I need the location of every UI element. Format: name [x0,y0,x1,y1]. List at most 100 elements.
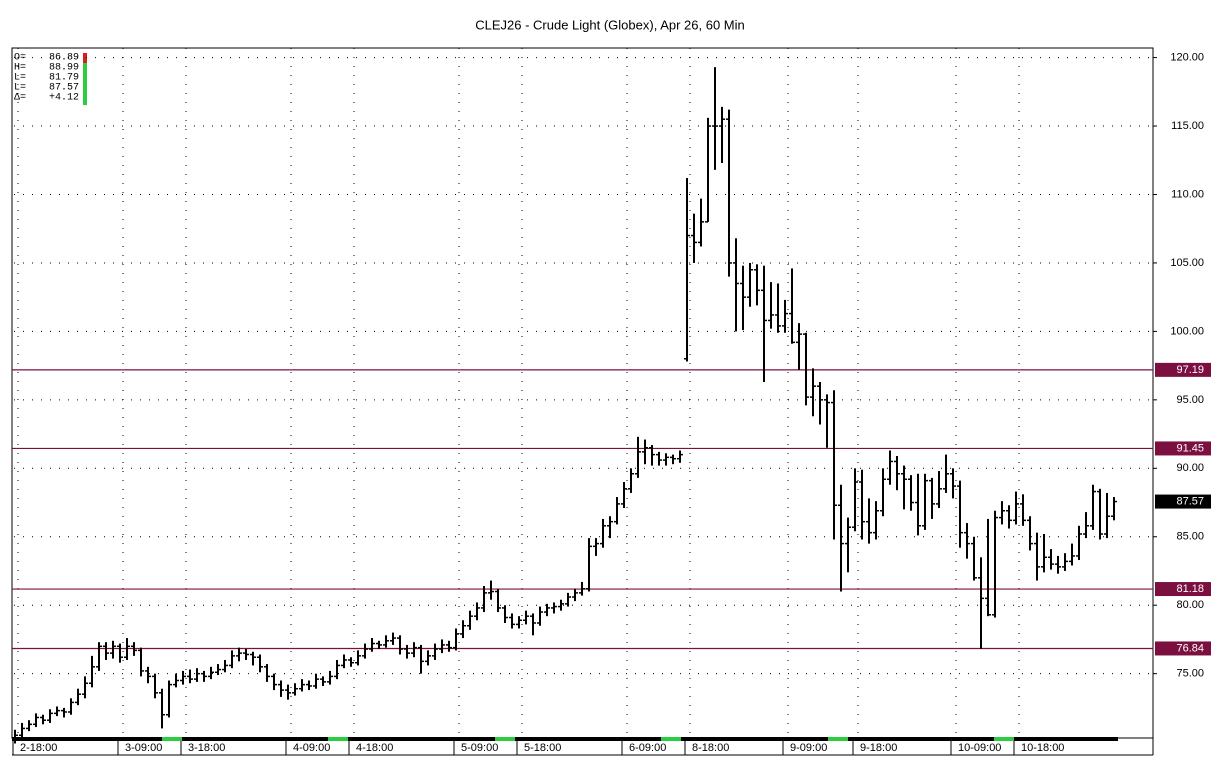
x-tick-label: 4-18:00 [356,742,393,754]
ohlc-bar [782,299,788,333]
ohlc-bar [901,465,907,510]
ohlc-bar [509,613,515,629]
ohlc-bar [551,602,557,614]
ohlc-bar [1013,491,1019,525]
ohlc-bar [117,643,123,663]
session-markers [162,737,1014,741]
session-marker [661,737,681,741]
level-label: 91.45 [1176,442,1204,454]
ohlc-bar [481,586,487,613]
ohlc-bar [453,628,459,651]
ohlc-bar [397,635,403,655]
ohlc-bar [96,642,102,671]
level-label: 97.19 [1176,364,1204,376]
y-tick-label: 90.00 [1176,462,1204,474]
ohlc-bar [649,445,655,466]
ohlc-bar [957,480,963,548]
ohlc-bar [1083,512,1089,539]
ohlc-bar [152,673,158,699]
ohlc-bar [488,580,494,600]
ohlc-bar [530,613,536,636]
session-marker [994,737,1014,741]
ohlc-bar [999,501,1005,525]
x-tick-label: 9-18:00 [860,742,897,754]
ohlc-bar [425,650,431,666]
ohlc-bar [985,518,991,617]
ohlc-bar [376,640,382,650]
y-tick-label: 120.00 [1170,51,1204,63]
ohlc-bar [145,666,151,684]
session-marker [828,737,848,741]
ohlc-bar [173,673,179,688]
ohlc-bar [75,688,81,706]
ohlc-bar [1076,525,1082,561]
ohlc-bar [320,676,326,686]
ohlc-bar [285,684,291,700]
ohlc-bar [747,262,753,307]
ohlc-bar [670,454,676,465]
y-tick-label: 105.00 [1170,257,1204,269]
ohlc-bar [222,659,228,673]
ohlc-bar [348,657,354,667]
ohlc-bar [271,673,277,691]
ohlc-bar [355,650,361,666]
ohlc-bar [215,664,221,676]
ohlc-bar [621,481,627,508]
ohlc-bar [908,475,914,511]
ohlc-bar [719,106,725,163]
ohlc-bar [1069,543,1075,566]
ohlc-bar [180,670,186,685]
ohlc-bar [187,669,193,684]
ohlc-bar [600,518,606,548]
ohlc-bar [404,644,410,659]
ohlc-bar [138,647,144,677]
ohlc-bar [166,680,172,718]
info-label: L= [14,73,26,84]
level-label: 81.18 [1176,583,1204,595]
x-tick-label: 2-18:00 [20,742,57,754]
ohlc-bar [194,668,200,682]
ohlc-bar [796,323,802,370]
ohlc-bar [432,643,438,660]
ohlc-bar [54,706,60,717]
x-tick-label: 6-09:00 [629,742,666,754]
ohlc-bar [593,538,599,556]
ohlc-bar [26,720,32,732]
ohlc-bar [201,670,207,682]
ohlc-bar [502,605,508,623]
ohlc-bar [992,510,998,618]
ohlc-bar [740,265,746,331]
ohlc-bar [257,654,263,673]
ohlc-bar [89,655,95,688]
ohlc-bar [971,536,977,581]
ohlc-bar [1020,494,1026,526]
ohlc-bar [306,680,312,691]
ohlc-bar [922,473,928,530]
ohlc-bar [964,523,970,559]
ohlc-bar [229,650,235,669]
ohlc-bar [1041,534,1047,573]
ohlc-bar [761,265,767,383]
level-tag [1155,641,1211,656]
session-marker [162,737,182,741]
ohlc-bar [586,538,592,592]
session-strip [12,737,1118,741]
ohlc-bar [852,468,858,532]
ohlc-bar [628,468,634,493]
ohlc-bar [474,602,480,621]
ohlc-bar [264,664,270,682]
ohlc-bar [691,213,697,263]
ohlc-bar [978,557,984,650]
ohlc-bar [110,640,116,659]
info-label: H= [14,63,26,74]
ohlc-bar [684,178,690,362]
ohlc-bar [313,673,319,689]
x-tick-label: 10-09:00 [958,742,1001,754]
ohlc-bar [544,603,550,617]
ohlc-bar [698,198,704,247]
ohlc-bar [61,707,67,718]
y-tick-label: 80.00 [1176,599,1204,611]
level-tag [1155,362,1211,377]
ohlc-bar [1097,488,1103,540]
